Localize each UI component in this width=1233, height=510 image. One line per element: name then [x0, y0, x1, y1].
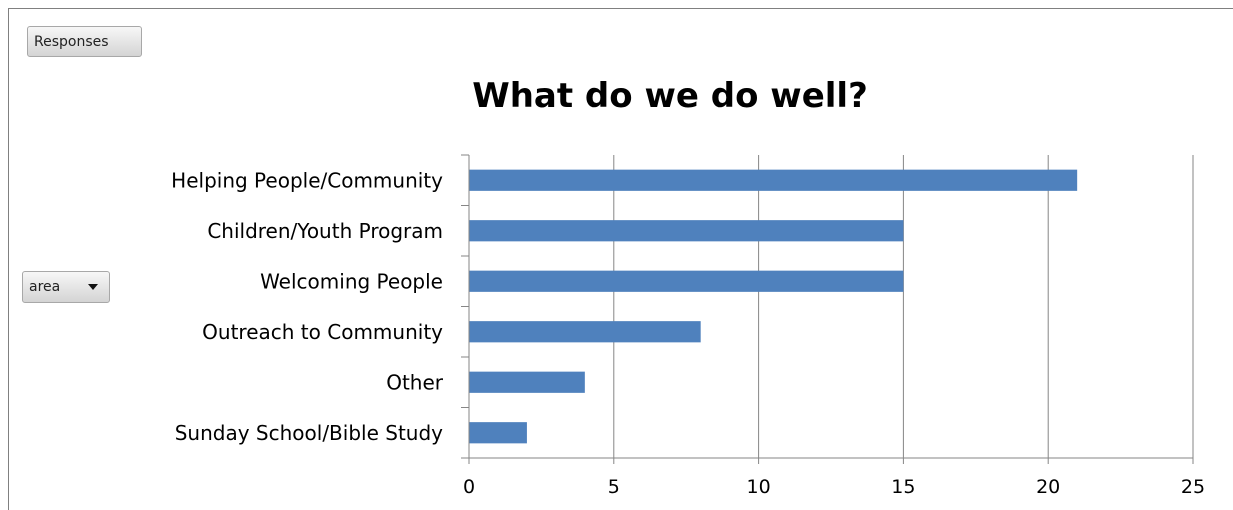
x-tick-label: 20 [1036, 476, 1060, 498]
axes [461, 154, 1194, 464]
bar-welcoming-people [469, 270, 904, 292]
chart-area-frame [8, 8, 1233, 510]
bar-other [469, 371, 585, 393]
x-tick-label: 5 [608, 476, 620, 498]
category-label: Helping People/Community [171, 168, 443, 192]
responses-field-label: Responses [34, 33, 109, 50]
bar-outreach-to-community [469, 321, 701, 343]
category-label: Children/Youth Program [207, 219, 443, 243]
category-label: Sunday School/Bible Study [175, 421, 443, 445]
category-label: Welcoming People [260, 269, 443, 293]
area-field-label: area [29, 279, 61, 295]
area-field-dropdown[interactable]: area [22, 271, 110, 303]
x-tick-label: 15 [891, 476, 915, 498]
chart-title: What do we do well? [472, 76, 868, 116]
bars [469, 169, 1078, 444]
labels: 0 5 10 15 20 25 Helping People/Community Childr… [171, 168, 1205, 498]
x-tick-label: 10 [747, 476, 771, 498]
category-label: Other [386, 370, 444, 394]
dropdown-arrow-icon[interactable] [88, 284, 98, 290]
x-tick-label: 25 [1181, 476, 1205, 498]
bar-sunday-school-bible-study [469, 422, 527, 444]
x-tick-label: 0 [463, 476, 475, 498]
bar-helping-people-community [469, 169, 1078, 191]
category-label: Outreach to Community [202, 320, 443, 344]
responses-field-button[interactable]: Responses [27, 26, 142, 57]
gridlines [613, 155, 1194, 458]
bar-children-youth-program [469, 220, 904, 242]
